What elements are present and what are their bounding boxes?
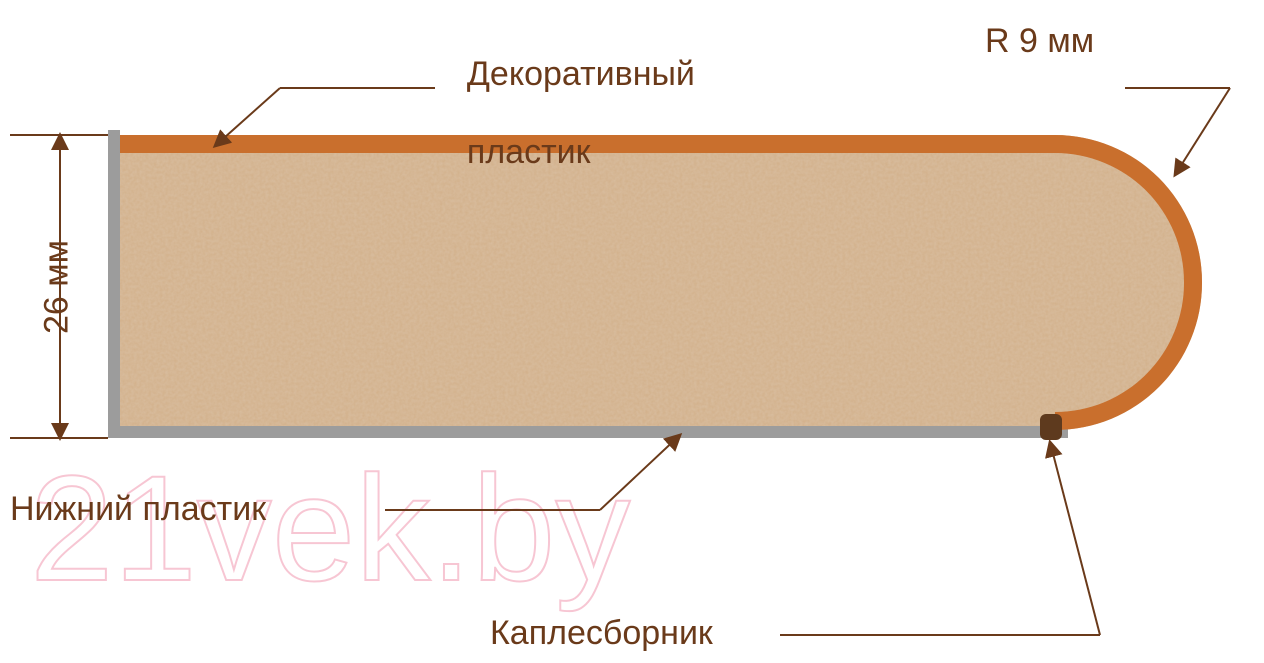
radius-label: R 9 мм [985,22,1094,61]
decorative-line1: Декоративный [467,55,695,93]
grey-backing-bottom [108,426,1068,438]
drip-catcher-shape [1040,414,1062,440]
callout-radius [1125,88,1230,175]
drip-catcher-label: Каплесборник [490,614,713,653]
thickness-label: 26 мм [37,240,76,334]
decorative-line2: пластик [467,133,591,171]
decorative-plastic-label: Декоративный пластик [448,16,695,172]
callout-drip [780,442,1100,635]
grey-backing-left [108,130,120,438]
bottom-plastic-label: Нижний пластик [10,490,266,529]
